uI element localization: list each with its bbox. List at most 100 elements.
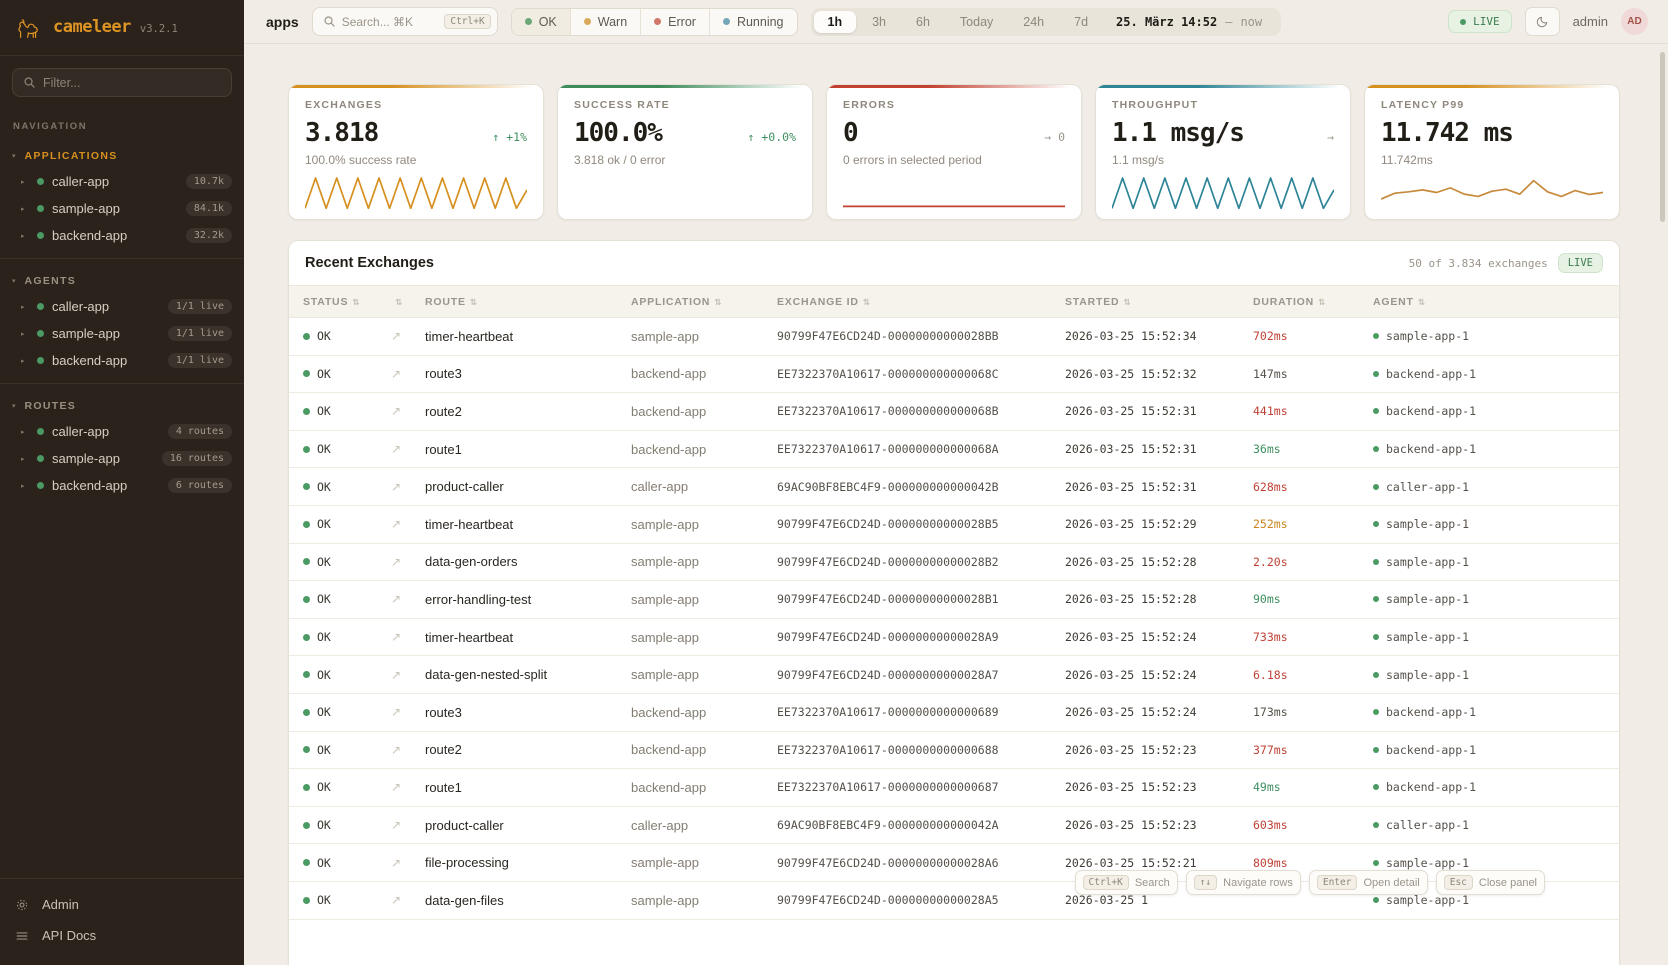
open-exchange-icon[interactable]: ↗ bbox=[391, 517, 402, 532]
nav-group-header-routes[interactable]: ▾ ROUTES bbox=[0, 394, 244, 418]
sidebar-item-caller-app[interactable]: ▸ caller-app 1/1 live bbox=[0, 293, 244, 320]
app-logo[interactable]: cameleer v3.2.1 bbox=[0, 0, 244, 56]
date-from: 25. März 14:52 bbox=[1116, 14, 1218, 29]
open-exchange-icon[interactable]: ↗ bbox=[391, 630, 402, 645]
shortcut-label: Navigate rows bbox=[1223, 876, 1293, 889]
table-row[interactable]: OK ↗ route1 backend-app EE7322370A10617-0000… bbox=[289, 431, 1619, 469]
open-exchange-icon[interactable]: ↗ bbox=[391, 329, 402, 344]
shortcut-label: Search bbox=[1134, 876, 1170, 889]
table-row[interactable]: OK ↗ data-gen-files sample-app 90799F47E6CD2… bbox=[289, 882, 1619, 920]
agent-name: sample-app-1 bbox=[1386, 517, 1470, 532]
sidebar-item-api-docs[interactable]: API Docs bbox=[0, 920, 244, 951]
agent-cell: sample-app-1 bbox=[1373, 517, 1619, 531]
table-row[interactable]: OK ↗ data-gen-orders sample-app 90799F47E6CD… bbox=[289, 544, 1619, 582]
status-dot bbox=[37, 232, 44, 239]
column-header-duration[interactable]: DURATION ⇅ bbox=[1253, 295, 1326, 308]
agent-cell: sample-app-1 bbox=[1373, 555, 1619, 569]
table-row[interactable]: OK ↗ timer-heartbeat sample-app 90799F47E6CD… bbox=[289, 619, 1619, 657]
time-range-display[interactable]: 25. März 14:52 — now bbox=[1116, 15, 1262, 29]
table-row[interactable]: OK ↗ route3 backend-app EE7322370A10617-0000… bbox=[289, 356, 1619, 394]
column-header-exchange-id[interactable]: EXCHANGE ID ⇅ bbox=[777, 295, 871, 308]
table-row[interactable]: OK ↗ route1 backend-app EE7322370A10617-0000… bbox=[289, 769, 1619, 807]
open-exchange-icon[interactable]: ↗ bbox=[391, 818, 402, 833]
sidebar-item-badge: 84.1k bbox=[185, 201, 232, 216]
card-accent-bar bbox=[558, 85, 812, 88]
open-exchange-icon[interactable]: ↗ bbox=[391, 742, 402, 757]
open-exchange-icon[interactable]: ↗ bbox=[391, 442, 402, 457]
column-header-route[interactable]: ROUTE ⇅ bbox=[425, 295, 478, 308]
open-exchange-icon[interactable]: ↗ bbox=[391, 404, 402, 419]
shortcut-label: Open detail bbox=[1363, 876, 1420, 889]
live-toggle[interactable]: LIVE bbox=[1448, 10, 1512, 33]
sidebar-item-sample-app[interactable]: ▸ sample-app 16 routes bbox=[0, 445, 244, 472]
agent-name: sample-app-1 bbox=[1386, 630, 1470, 645]
table-row[interactable]: OK ↗ product-caller caller-app 69AC90BF8EBC4… bbox=[289, 468, 1619, 506]
open-exchange-icon[interactable]: ↗ bbox=[391, 554, 402, 569]
time-range-7d[interactable]: 7d bbox=[1074, 14, 1089, 29]
time-range-1h[interactable]: 1h bbox=[813, 10, 857, 33]
sidebar-item-backend-app[interactable]: ▸ backend-app 1/1 live bbox=[0, 347, 244, 374]
table-row[interactable]: OK ↗ timer-heartbeat sample-app 90799F47E6CD… bbox=[289, 506, 1619, 544]
column-header-started[interactable]: STARTED ⇅ bbox=[1065, 295, 1132, 308]
global-search-input[interactable] bbox=[341, 14, 439, 29]
table-live-toggle[interactable]: LIVE bbox=[1557, 253, 1603, 273]
sidebar-item-badge: 1/1 live bbox=[167, 353, 232, 368]
sidebar-item-caller-app[interactable]: ▸ caller-app 4 routes bbox=[0, 418, 244, 445]
column-header-agent[interactable]: AGENT ⇅ bbox=[1373, 295, 1426, 308]
agent-name: backend-app-1 bbox=[1386, 366, 1477, 381]
duration-cell: 733ms bbox=[1253, 630, 1288, 645]
nav-group-header-agents[interactable]: ▾ AGENTS bbox=[0, 269, 244, 293]
table-column-headers: STATUS ⇅ ⇅ ROUTE ⇅ APPLICATION ⇅ EXCHANGE ID ⇅ ST… bbox=[289, 285, 1619, 318]
table-row[interactable]: OK ↗ data-gen-nested-split sample-app 90799F… bbox=[289, 656, 1619, 694]
open-exchange-icon[interactable]: ↗ bbox=[391, 479, 402, 494]
time-range-today[interactable]: Today bbox=[959, 14, 994, 29]
sidebar-item-badge: 32.2k bbox=[185, 228, 232, 243]
table-row[interactable]: OK ↗ route3 backend-app EE7322370A10617-0000… bbox=[289, 694, 1619, 732]
duration-cell: 702ms bbox=[1253, 329, 1288, 344]
column-header-status[interactable]: STATUS ⇅ bbox=[303, 295, 361, 308]
sidebar-item-caller-app[interactable]: ▸ caller-app 10.7k bbox=[0, 168, 244, 195]
sidebar-item-backend-app[interactable]: ▸ backend-app 32.2k bbox=[0, 222, 244, 249]
sidebar-item-label: sample-app bbox=[52, 451, 120, 466]
avatar[interactable]: AD bbox=[1621, 8, 1648, 35]
sidebar-filter-input[interactable] bbox=[43, 75, 221, 90]
column-header-application[interactable]: APPLICATION ⇅ bbox=[631, 295, 723, 308]
status-filter-label: Warn bbox=[597, 14, 628, 29]
time-range-3h[interactable]: 3h bbox=[872, 14, 887, 29]
scrollbar-thumb[interactable] bbox=[1660, 52, 1665, 222]
open-exchange-icon[interactable]: ↗ bbox=[391, 855, 402, 870]
time-range-24h[interactable]: 24h bbox=[1023, 14, 1045, 29]
nav-group-header-applications[interactable]: ▾ APPLICATIONS bbox=[0, 144, 244, 168]
card-accent-bar bbox=[827, 85, 1081, 88]
table-row[interactable]: OK ↗ error-handling-test sample-app 90799F47… bbox=[289, 581, 1619, 619]
column-header-link[interactable]: ⇅ bbox=[391, 296, 425, 308]
open-exchange-icon[interactable]: ↗ bbox=[391, 366, 402, 381]
sidebar-item-sample-app[interactable]: ▸ sample-app 84.1k bbox=[0, 195, 244, 222]
started-cell: 2026-03-25 15:52:31 bbox=[1065, 479, 1197, 494]
theme-toggle-button[interactable] bbox=[1524, 7, 1560, 36]
table-row[interactable]: OK ↗ product-caller caller-app 69AC90BF8EBC4… bbox=[289, 807, 1619, 845]
status-filter-running[interactable]: Running bbox=[710, 9, 797, 35]
sidebar-item-admin[interactable]: Admin bbox=[0, 889, 244, 920]
open-exchange-icon[interactable]: ↗ bbox=[391, 667, 402, 682]
table-row[interactable]: OK ↗ file-processing sample-app 90799F47E6CD… bbox=[289, 844, 1619, 882]
status-filter-warn[interactable]: Warn bbox=[571, 8, 642, 35]
sidebar-item-backend-app[interactable]: ▸ backend-app 6 routes bbox=[0, 472, 244, 499]
open-exchange-icon[interactable]: ↗ bbox=[391, 705, 402, 720]
sidebar-item-label: sample-app bbox=[52, 201, 120, 216]
open-exchange-icon[interactable]: ↗ bbox=[391, 893, 402, 908]
time-range-6h[interactable]: 6h bbox=[916, 14, 930, 29]
duration-cell: 173ms bbox=[1253, 705, 1288, 720]
sort-icon: ⇅ bbox=[1318, 296, 1326, 307]
card-sparkline bbox=[305, 176, 527, 209]
table-row[interactable]: OK ↗ route2 backend-app EE7322370A10617-0000… bbox=[289, 732, 1619, 770]
status-filter-ok[interactable]: OK bbox=[511, 8, 571, 35]
open-exchange-icon[interactable]: ↗ bbox=[391, 592, 402, 607]
status-filter-error[interactable]: Error bbox=[641, 8, 710, 35]
table-row[interactable]: OK ↗ timer-heartbeat sample-app 90799F47E6CD… bbox=[289, 318, 1619, 356]
open-exchange-icon[interactable]: ↗ bbox=[391, 780, 402, 795]
topbar: apps Ctrl+K OK Warn Error Running 1h 3h 6h Tod… bbox=[244, 0, 1668, 44]
card-subtitle: 3.818 ok / 0 error bbox=[574, 153, 666, 167]
sidebar-item-sample-app[interactable]: ▸ sample-app 1/1 live bbox=[0, 320, 244, 347]
table-row[interactable]: OK ↗ route2 backend-app EE7322370A10617-0000… bbox=[289, 393, 1619, 431]
